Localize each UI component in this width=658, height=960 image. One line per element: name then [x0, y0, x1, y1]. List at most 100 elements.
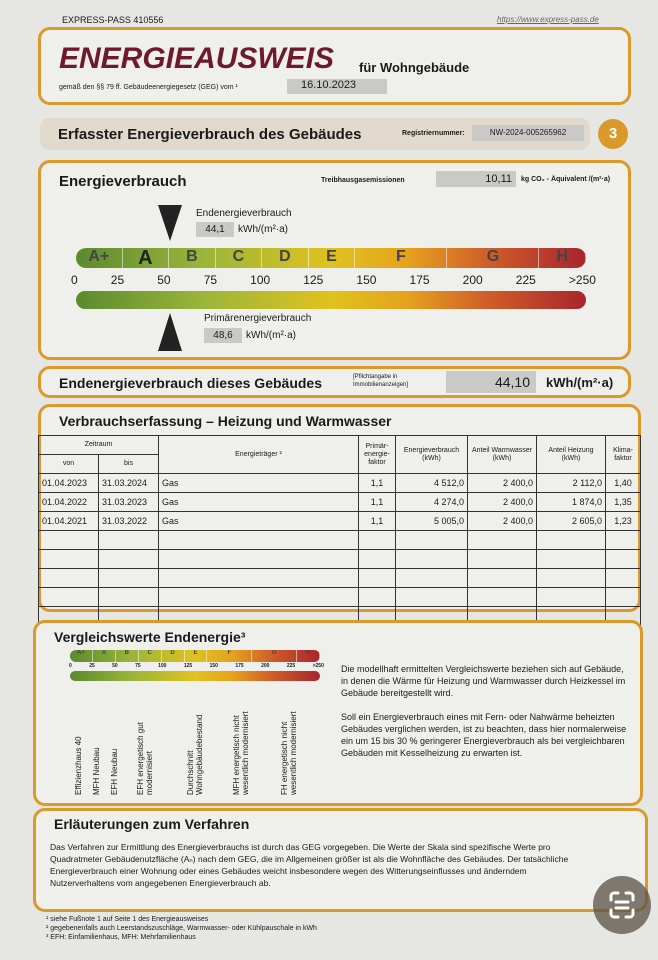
table-cell: [605, 568, 641, 588]
table-cell: [158, 587, 359, 607]
col-klimafaktor: Klima-faktor: [605, 435, 641, 474]
footnote: ² gegebenenfalls auch Leerstandszuschläg…: [46, 925, 317, 932]
scale-ticks: 0 25 50 75 100 125 150 175 200 225 >250: [71, 273, 596, 287]
energy-class-scale: A+ A B C D E F G H: [76, 248, 586, 268]
col-energietraeger: Energieträger ²: [158, 435, 359, 474]
class-label: A: [93, 650, 116, 662]
tick: 150: [209, 663, 218, 669]
table-cell: 2 400,0: [467, 511, 537, 531]
comparison-scale: A+ A B C D E F G H: [70, 650, 320, 662]
title-box: ENERGIEAUSWEIS für Wohngebäude gemäß den…: [38, 27, 631, 105]
table-cell: Gas: [158, 492, 359, 512]
label-mfh-nicht-modernisiert: MFH energetisch nicht wesentlich moderni…: [232, 711, 250, 795]
consumption-title: Verbrauchserfassung – Heizung und Warmwa…: [59, 413, 392, 429]
table-cell: [395, 530, 468, 550]
class-label: A+: [76, 248, 123, 268]
col-zeitraum: Zeitraum: [38, 435, 159, 455]
table-cell: [158, 568, 359, 588]
tick: 200: [261, 663, 270, 669]
class-label: F: [355, 248, 448, 268]
table-cell: [395, 587, 468, 607]
label-efh-neubau: EFH Neubau: [110, 748, 119, 795]
table-cell: [98, 587, 159, 607]
table-cell: [536, 587, 606, 607]
label-efh-modernisiert: EFH energetisch gut modernisiert: [136, 722, 154, 795]
comparison-box: Vergleichswerte Endenergie³ A+ A B C D E F G H 0…: [33, 620, 643, 806]
ghg-value: 10,11: [436, 171, 516, 187]
scan-text-icon[interactable]: [593, 876, 651, 934]
class-label: C: [216, 248, 263, 268]
table-cell: 01.04.2021: [38, 511, 99, 531]
ghg-label: Treibhausgasemissionen: [321, 177, 405, 184]
table-cell: [98, 549, 159, 569]
table-cell: 31.03.2022: [98, 511, 159, 531]
page-number-badge: 3: [598, 119, 628, 149]
table-cell: [467, 549, 537, 569]
col-heizung: Anteil Heizung (kWh): [536, 435, 606, 474]
table-cell: [98, 530, 159, 550]
tick: >250: [568, 273, 596, 287]
label-effizienzhaus: Effizienzhaus 40: [74, 736, 83, 795]
primary-energy-value: 48,6: [204, 328, 242, 343]
tick: 100: [250, 273, 271, 287]
table-cell: 1,1: [358, 511, 396, 531]
pass-id: EXPRESS-PASS 410556: [62, 15, 164, 25]
class-label: C: [139, 650, 162, 662]
document-title: ENERGIEAUSWEIS: [59, 42, 335, 75]
tick: 125: [183, 663, 193, 669]
tick: 0: [69, 663, 72, 669]
table-cell: [358, 530, 396, 550]
table-cell: 2 605,0: [536, 511, 606, 531]
table-cell: 31.03.2023: [98, 492, 159, 512]
document-subtitle: für Wohngebäude: [359, 60, 470, 75]
table-row: 01.04.2023 31.03.2024 Gas 1,1 4 512,0 2 400,0…: [38, 473, 641, 493]
footnote: ¹ siehe Fußnote 1 auf Seite 1 des Energi…: [46, 916, 209, 923]
table-cell: 1,40: [605, 473, 641, 493]
primary-energy-arrow-icon: [158, 313, 182, 351]
col-warmwasser: Anteil Warmwasser (kWh): [467, 435, 537, 474]
table-cell: [467, 587, 537, 607]
table-cell: [358, 568, 396, 588]
table-cell: [395, 568, 468, 588]
table-cell: [536, 549, 606, 569]
class-label: G: [252, 650, 298, 662]
label-durchschnitt: Durchschnitt Wohngebäudebestand: [186, 714, 204, 795]
table-row: 01.04.2021 31.03.2022 Gas 1,1 5 005,0 2 400,0…: [38, 511, 641, 531]
table-row: [38, 568, 641, 588]
primary-energy-unit: kWh/(m²·a): [246, 330, 296, 341]
table-cell: [358, 587, 396, 607]
class-label: E: [185, 650, 208, 662]
consumption-table: Zeitraum Energieträger ² Primär-energie-…: [38, 435, 641, 626]
table-cell: [605, 549, 641, 569]
ghg-unit: kg CO₂ - Äquivalent /(m²·a): [521, 176, 611, 183]
comparison-ticks: 0 25 50 75 100 125 150 175 200 225 >250: [69, 663, 324, 669]
col-verbrauch: Energieverbrauch (kWh): [395, 435, 468, 474]
end-energy-unit: kWh/(m²·a): [238, 224, 288, 235]
registration-number: NW-2024-005265962: [472, 125, 584, 141]
issue-date: 16.10.2023: [287, 79, 387, 94]
tick: 25: [110, 273, 125, 287]
tick: 50: [112, 663, 118, 669]
table-cell: [98, 568, 159, 588]
table-cell: 2 400,0: [467, 492, 537, 512]
class-label: F: [207, 650, 253, 662]
footnotes: ¹ siehe Fußnote 1 auf Seite 1 des Energi…: [46, 915, 317, 942]
table-cell: 1,35: [605, 492, 641, 512]
class-label: B: [116, 650, 139, 662]
building-energy-box: Endenergieverbrauch dieses Gebäudes [Pfl…: [38, 366, 631, 398]
table-cell: Gas: [158, 473, 359, 493]
label-mfh-neubau: MFH Neubau: [92, 747, 101, 795]
table-cell: 5 005,0: [395, 511, 468, 531]
tick: 225: [286, 663, 296, 669]
building-energy-value: 44,10: [446, 371, 536, 393]
registration-label: Registriernummer:: [402, 130, 465, 137]
tick: 150: [356, 273, 377, 287]
table-cell: 01.04.2022: [38, 492, 99, 512]
table-cell: [536, 530, 606, 550]
table-row: 01.04.2022 31.03.2023 Gas 1,1 4 274,0 2 400,0…: [38, 492, 641, 512]
class-label: D: [262, 248, 309, 268]
end-energy-label: Endenergieverbrauch: [196, 208, 292, 219]
energy-gradient-bar: [76, 291, 586, 309]
website-link[interactable]: https://www.express-pass.de: [497, 15, 599, 24]
table-row: [38, 587, 641, 607]
